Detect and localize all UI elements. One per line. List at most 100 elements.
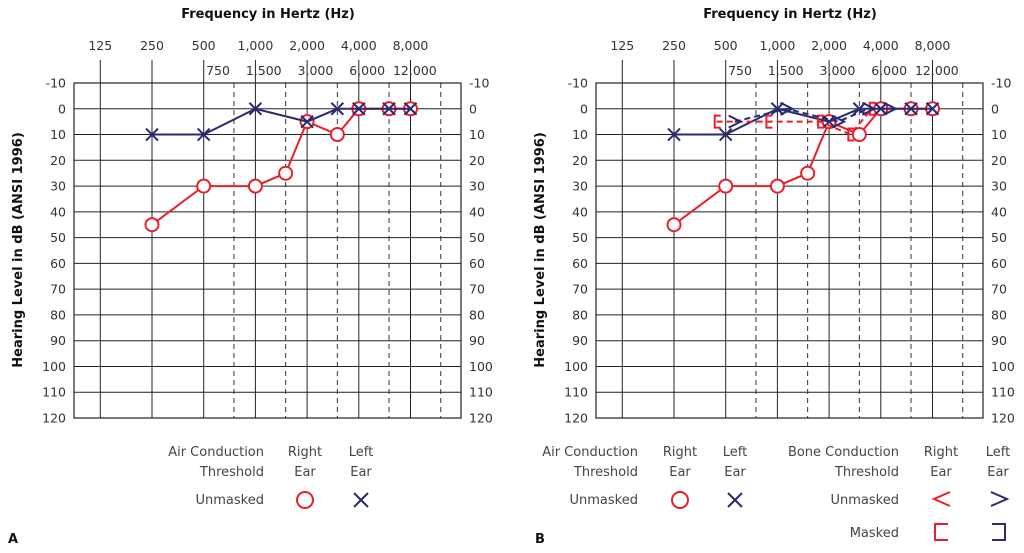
data-point-circle [769,178,785,194]
data-point-circle [278,165,294,181]
y-tick-label-left: 120 [564,411,588,426]
data-point-angle [883,101,899,116]
legend-b-bracket-left-symbol [934,523,948,541]
y-tick-label-left: 100 [42,359,66,374]
x-tick-label-major: 8,000 [915,38,951,53]
series-line-circle [151,107,411,226]
y-tick-label-right: 20 [469,153,485,168]
y-tick-label-right: 120 [991,411,1015,426]
legend-b-angle-left-symbol [931,491,951,507]
x-tick-label-major: 8,000 [393,38,429,53]
y-tick-label-left: 70 [572,282,588,297]
y-tick-label-left: 0 [58,101,66,116]
y-tick-label-left: 90 [50,333,66,348]
y-tick-label-right: 20 [991,153,1007,168]
x-tick-label-minor: 12,000 [393,63,437,78]
legend-b-bone-header-2: Threshold [834,465,899,480]
legend-b-air-left-1: Left [723,445,747,460]
panel-b: Frequency in Hertz (Hz) Hearing Level in… [533,7,1015,547]
y-tick-label-right: 0 [469,101,477,116]
legend-b-bone-left-1: Left [986,445,1010,460]
data-point-circle [329,127,345,143]
legend-a-air-header-2: Threshold [199,465,264,480]
y-tick-label-left: 80 [572,307,588,322]
series-line-circle [673,107,933,226]
y-tick-label-left: 60 [50,256,66,271]
series-line-angle-right [734,107,890,123]
legend-b-air-header-2: Threshold [573,465,638,480]
y-tick-label-right: 0 [991,101,999,116]
plot-frame [595,82,984,419]
y-tick-label-right: 60 [469,256,485,271]
data-point-x [925,102,940,116]
y-tick-label-left: 0 [580,101,588,116]
legend-a-unmasked-label: Unmasked [196,493,264,508]
y-tick-label-right: 110 [469,385,493,400]
x-tick-label-major: 500 [192,38,216,53]
legend-a-left-2: Ear [350,465,372,480]
x-tick-label-minor: 750 [206,63,230,78]
x-tick-label-minor: 12,000 [915,63,959,78]
y-tick-label-left: 70 [50,282,66,297]
chart-a-title: Frequency in Hertz (Hz) [181,7,355,22]
x-tick-label-major: 250 [662,38,686,53]
chart-b-ylabel: Hearing Level in dB (ANSI 1996) [533,132,548,368]
x-tick-label-minor: 1,500 [768,63,804,78]
legend-b-air-header-1: Air Conduction [542,445,638,460]
y-tick-label-left: 10 [572,127,588,142]
y-tick-label-right: 120 [469,411,493,426]
x-tick-label-major: 1,000 [760,38,796,53]
x-tick-label-major: 250 [140,38,164,53]
data-point-x [382,102,396,116]
panel-b-label: B [535,532,545,547]
x-tick-label-minor: 6,000 [871,63,907,78]
y-tick-label-right: 10 [991,127,1007,142]
legend-b-x-symbol [727,492,743,508]
y-tick-label-right: 50 [991,230,1007,245]
y-tick-label-right: 80 [469,307,485,322]
y-tick-label-right: 80 [991,307,1007,322]
x-tick-label-major: 2,000 [811,38,847,53]
y-tick-label-left: 100 [564,359,588,374]
x-tick-label-major: 1,000 [238,38,274,53]
y-tick-label-right: 30 [991,179,1007,194]
data-point-circle [851,127,867,143]
legend-b-angle-right-symbol [990,491,1010,507]
y-tick-label-right: 90 [991,333,1007,348]
x-tick-label-minor: 3,000 [820,63,856,78]
y-tick-label-left: 120 [42,411,66,426]
y-tick-label-left: 30 [572,179,588,194]
x-tick-label-minor: 750 [728,63,752,78]
y-tick-label-left: -10 [568,76,588,91]
x-tick-label-minor: 3,000 [298,63,334,78]
legend-a-right-1: Right [288,445,322,460]
y-tick-label-right: 30 [469,179,485,194]
legend-b-bone-header-1: Bone Conduction [788,445,899,460]
legend-b-bracket-right-symbol [992,523,1006,541]
data-point-x [904,102,918,116]
legend-b-bone-masked-label: Masked [850,526,899,541]
data-point-circle [666,217,682,233]
data-point-x [145,127,159,142]
legend-b-bone-left-2: Ear [987,465,1009,480]
y-tick-label-right: 60 [991,256,1007,271]
y-tick-label-left: 50 [572,230,588,245]
y-tick-label-right: 100 [469,359,493,374]
x-tick-label-major: 2,000 [289,38,325,53]
data-point-x [248,102,263,116]
y-tick-label-right: 90 [469,333,485,348]
series-line-x [674,107,933,136]
x-tick-label-minor: 1,500 [246,63,282,78]
legend-a-circle-symbol [296,491,314,509]
data-point-x [770,102,785,116]
data-point-x [403,102,418,116]
series-line-bracket-left [716,108,873,136]
y-tick-label-right: 40 [991,204,1007,219]
data-point-x [852,102,867,116]
data-point-x [667,127,681,142]
data-point-x [352,102,366,116]
legend-b-air-right-2: Ear [669,465,691,480]
legend-b-circle-symbol [671,491,689,509]
y-tick-label-right: 50 [469,230,485,245]
